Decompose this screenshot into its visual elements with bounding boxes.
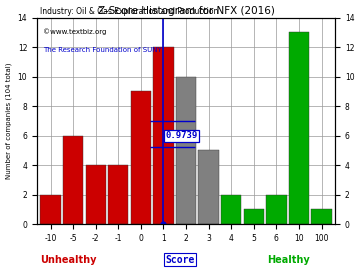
Title: Z-Score Histogram for NFX (2016): Z-Score Histogram for NFX (2016) bbox=[98, 6, 274, 16]
Bar bbox=[40, 195, 61, 224]
Bar bbox=[289, 32, 309, 224]
Bar bbox=[108, 165, 129, 224]
Bar bbox=[244, 209, 264, 224]
Y-axis label: Number of companies (104 total): Number of companies (104 total) bbox=[5, 63, 12, 179]
Bar bbox=[221, 195, 241, 224]
Bar bbox=[176, 77, 196, 224]
Text: Healthy: Healthy bbox=[267, 255, 309, 265]
Bar bbox=[198, 150, 219, 224]
Bar bbox=[266, 195, 287, 224]
Text: Industry: Oil & Gas Exploration and Production: Industry: Oil & Gas Exploration and Prod… bbox=[40, 7, 218, 16]
Bar bbox=[153, 47, 174, 224]
Text: Unhealthy: Unhealthy bbox=[40, 255, 96, 265]
Text: The Research Foundation of SUNY: The Research Foundation of SUNY bbox=[43, 47, 162, 53]
Text: ©www.textbiz.org: ©www.textbiz.org bbox=[43, 28, 106, 35]
Bar bbox=[63, 136, 83, 224]
Bar bbox=[86, 165, 106, 224]
Bar bbox=[311, 209, 332, 224]
Bar bbox=[131, 92, 151, 224]
Text: Score: Score bbox=[165, 255, 195, 265]
Text: 0.9739: 0.9739 bbox=[166, 131, 198, 140]
